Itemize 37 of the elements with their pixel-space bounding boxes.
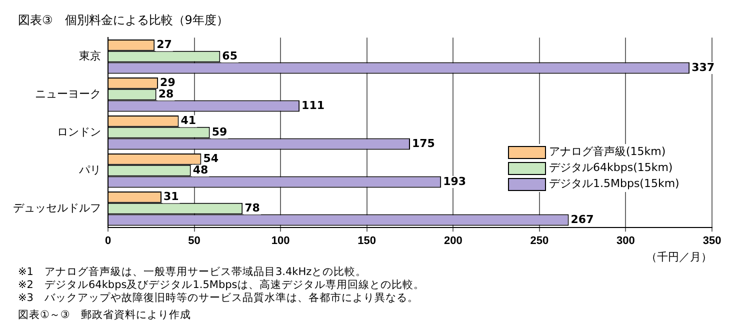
text: ※1 アナログ音声級は、一般専用サービス帯域品目3.4kHzとの比較。: [18, 266, 368, 279]
data-label: 41: [180, 114, 196, 128]
data-label: 48: [192, 163, 208, 176]
x-tick-label: 350: [702, 235, 722, 248]
x-tick-label: 200: [444, 235, 462, 248]
x-tick-label: 50: [188, 235, 200, 248]
x-tick-label: 100: [271, 235, 290, 248]
y-tick-label: パリ: [78, 164, 101, 177]
data-label: 65: [222, 49, 238, 62]
data-label: 78: [244, 201, 260, 214]
data-label: 54: [203, 152, 219, 166]
data-label: 193: [443, 174, 466, 188]
legend-label: デジタル64kbps(15km): [549, 160, 673, 176]
data-label: 111: [302, 98, 325, 112]
y-tick-label: 東京: [79, 50, 101, 63]
data-label: 59: [212, 125, 228, 138]
x-tick-label: 150: [358, 235, 376, 248]
data-label: 337: [692, 60, 715, 74]
data-label: 28: [158, 87, 174, 100]
text: 図表①～③ 郵政省資料により作成: [18, 309, 192, 322]
y-tick-label: ニューヨーク: [35, 88, 101, 101]
data-label: 29: [160, 76, 176, 90]
x-tick-label: 0: [104, 235, 112, 248]
y-tick-label: デュッセルドルフ: [13, 202, 101, 215]
x-tick-label: 300: [616, 235, 635, 248]
data-label: 267: [570, 212, 594, 226]
x-axis-title: （千円／月）: [646, 250, 712, 264]
text: ※2 デジタル64kbps及びデジタル1.5Mbpsは、高速デジタル専用回線との比較。: [18, 279, 424, 292]
chart-title: 図表③ 個別料金による比較（9年度）: [18, 12, 228, 29]
legend-label: デジタル1.5Mbps(15km): [549, 176, 680, 192]
text: ※3 バックアップや故障復旧時等のサービス品質水準は、各都市により異なる。: [18, 292, 420, 305]
x-tick-label: 250: [530, 235, 549, 248]
data-label: 31: [163, 190, 179, 204]
data-label: 27: [156, 38, 172, 52]
data-label: 175: [412, 136, 435, 150]
y-tick-label: ロンドン: [57, 126, 101, 139]
legend-label: アナログ音声級(15km): [549, 144, 666, 160]
